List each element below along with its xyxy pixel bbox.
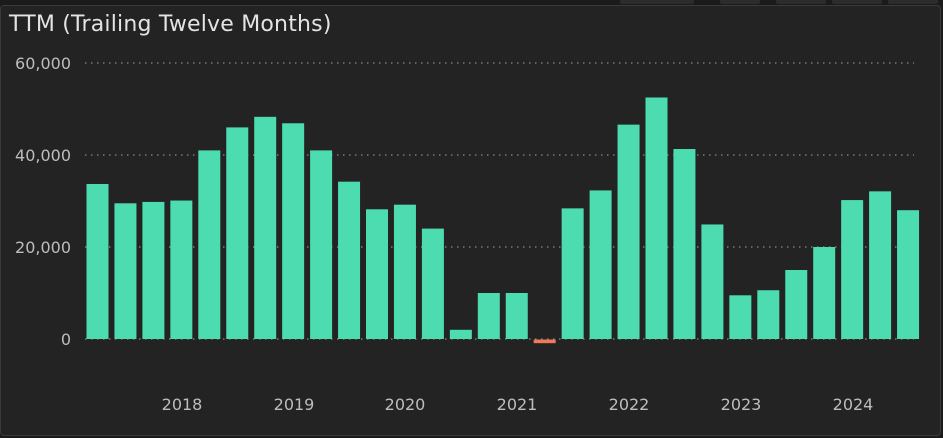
- x-tick-label: 2018: [162, 395, 203, 414]
- top-tab-strip: [0, 0, 943, 5]
- bar[interactable]: [561, 208, 584, 339]
- x-tick-label: 2023: [721, 395, 762, 414]
- bar[interactable]: [310, 150, 333, 339]
- bar[interactable]: [589, 190, 612, 339]
- bar[interactable]: [338, 181, 361, 339]
- bar[interactable]: [142, 201, 165, 339]
- bar-negative[interactable]: [533, 339, 556, 344]
- bar[interactable]: [421, 228, 444, 339]
- bar[interactable]: [198, 150, 221, 339]
- bar[interactable]: [729, 295, 752, 339]
- bar[interactable]: [785, 270, 808, 339]
- bar[interactable]: [645, 97, 668, 340]
- bar[interactable]: [170, 200, 193, 339]
- bar[interactable]: [86, 183, 109, 339]
- bar[interactable]: [449, 329, 472, 339]
- bar[interactable]: [673, 149, 696, 339]
- y-axis-ticks: 60,000 40,000 20,000 0: [15, 54, 71, 349]
- bar[interactable]: [226, 127, 249, 340]
- y-tick-label: 60,000: [15, 54, 71, 73]
- bar[interactable]: [897, 210, 920, 339]
- bar[interactable]: [841, 200, 864, 339]
- bar[interactable]: [114, 203, 137, 339]
- bars: [86, 97, 920, 344]
- top-tab[interactable]: [888, 0, 938, 4]
- bar[interactable]: [477, 293, 500, 339]
- x-tick-label: 2024: [833, 395, 874, 414]
- bar[interactable]: [393, 204, 416, 339]
- top-tab[interactable]: [720, 0, 760, 4]
- bar[interactable]: [617, 124, 640, 339]
- bar[interactable]: [813, 247, 836, 339]
- bar[interactable]: [869, 191, 892, 339]
- x-tick-label: 2021: [497, 395, 538, 414]
- bar[interactable]: [757, 290, 780, 339]
- y-tick-label: 20,000: [15, 238, 71, 257]
- x-tick-label: 2022: [609, 395, 650, 414]
- bar[interactable]: [254, 116, 277, 339]
- top-tab[interactable]: [620, 0, 694, 4]
- bar[interactable]: [366, 209, 388, 339]
- y-tick-label: 40,000: [15, 146, 71, 165]
- top-tab[interactable]: [832, 0, 882, 4]
- chart-title: TTM (Trailing Twelve Months): [9, 12, 332, 37]
- x-tick-label: 2020: [385, 395, 426, 414]
- x-axis-ticks: 2018 2019 2020 2021 2022 2023 2024: [162, 395, 874, 414]
- bar[interactable]: [282, 123, 305, 339]
- y-tick-label: 0: [61, 330, 71, 349]
- x-tick-label: 2019: [274, 395, 315, 414]
- top-tab[interactable]: [776, 0, 826, 4]
- bar[interactable]: [505, 293, 528, 339]
- bar[interactable]: [701, 224, 724, 339]
